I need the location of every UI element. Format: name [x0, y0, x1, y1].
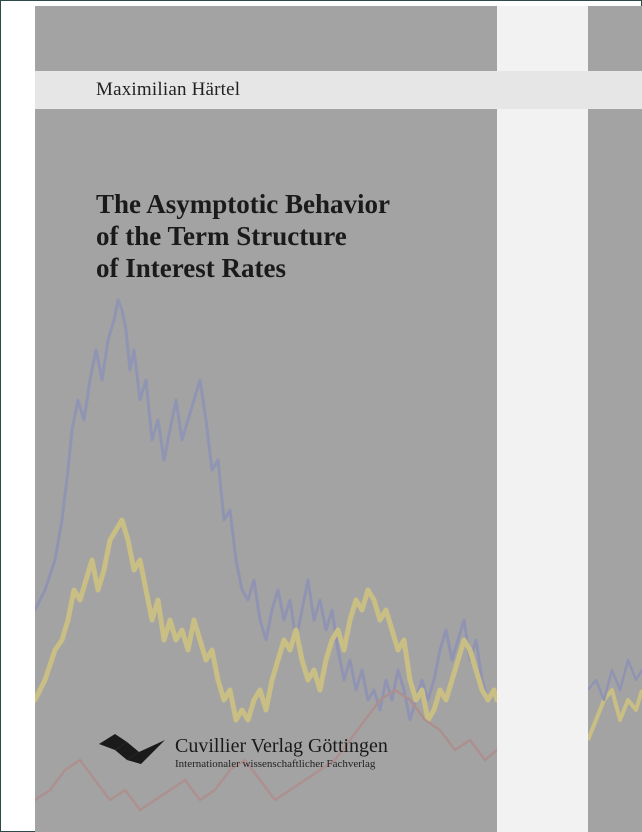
blue-rate-line	[35, 298, 497, 722]
publisher-logo-icon	[99, 734, 165, 764]
back-yellow-line	[588, 688, 642, 741]
author-name: Maximilian Härtel	[96, 79, 241, 100]
book-spine	[497, 6, 588, 832]
yellow-rate-line	[35, 517, 497, 723]
author-band	[35, 71, 642, 109]
red-rate-line	[35, 688, 497, 812]
back-blue-line	[588, 658, 642, 702]
publisher-tagline: Internationaler wissenschaftlicher Fachv…	[175, 758, 376, 770]
book-title: The Asymptotic Behavior of the Term Stru…	[96, 188, 390, 284]
title-line-3: of Interest Rates	[96, 253, 286, 283]
title-line-2: of the Term Structure	[96, 221, 347, 251]
title-line-1: The Asymptotic Behavior	[96, 189, 390, 219]
publisher-name: Cuvillier Verlag Göttingen	[175, 735, 388, 757]
